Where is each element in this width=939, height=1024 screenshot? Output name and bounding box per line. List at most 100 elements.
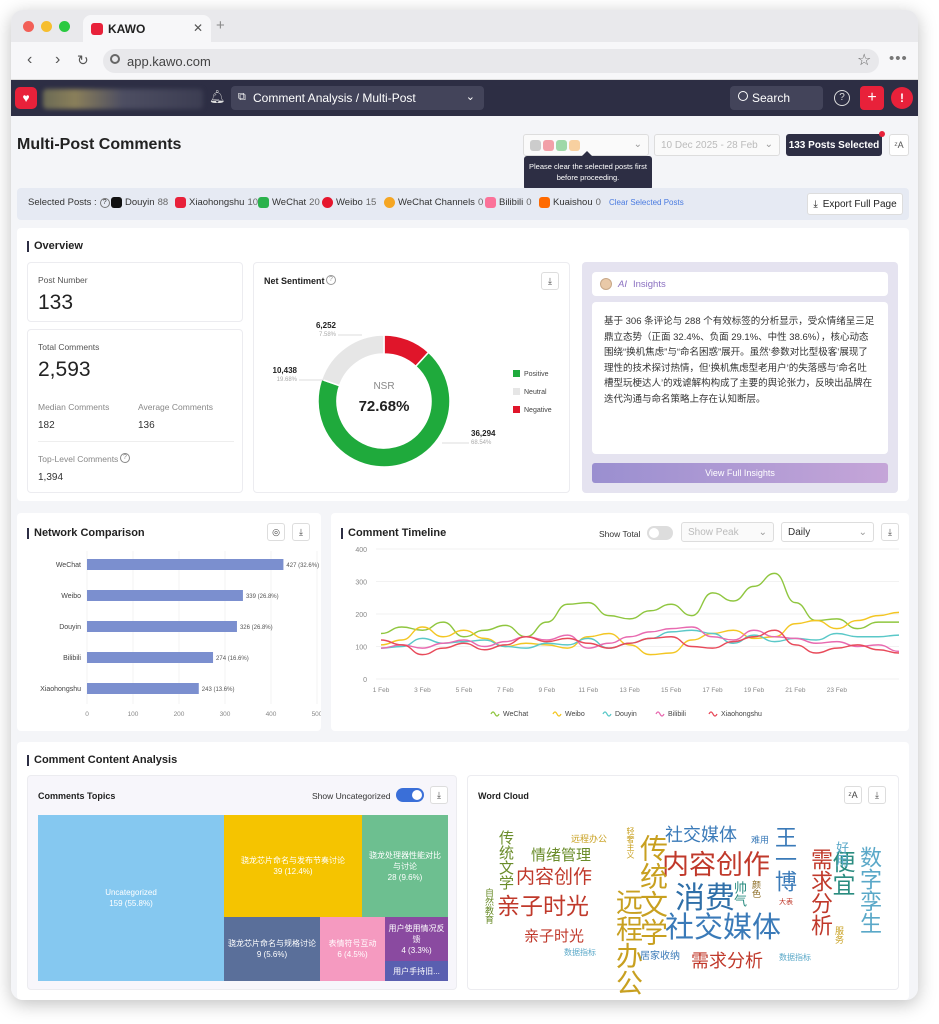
word-cloud-word[interactable]: 王一博 — [772, 826, 797, 892]
legend-swatch-bilibili — [655, 711, 665, 717]
treemap-cell[interactable]: 用户手持旧... — [385, 961, 448, 981]
word-cloud-word[interactable]: 内容创作 — [516, 867, 593, 888]
search-button[interactable]: Search — [730, 86, 823, 110]
interval-text: Daily — [788, 526, 811, 538]
word-cloud-word[interactable]: 颜色 — [751, 880, 761, 898]
word-cloud-word[interactable]: 远程办公 — [571, 834, 608, 844]
word-cloud-word[interactable]: 社交媒体 — [665, 825, 737, 845]
word-cloud-word[interactable]: 数字孪生 — [857, 846, 882, 934]
word-cloud-word[interactable]: 远程办公 — [612, 888, 642, 996]
show-peak-select[interactable]: Show Peak ⌄ — [681, 522, 774, 542]
word-cloud-word[interactable]: 自然教育 — [484, 888, 494, 924]
bell-icon[interactable]: 🔔︎ — [209, 89, 226, 104]
bar-bilibili — [87, 652, 214, 663]
show-total-toggle[interactable] — [647, 526, 673, 540]
url-field[interactable]: app.kawo.com — [103, 49, 879, 73]
module-breadcrumb[interactable]: ⧉ Comment Analysis / Multi-Post ⌄ — [231, 86, 484, 110]
word-cloud-word[interactable]: 传统文学 — [497, 830, 514, 890]
download-icon[interactable]: ⤓ — [292, 523, 310, 541]
create-button[interactable]: + — [860, 86, 884, 110]
word-cloud-word[interactable]: 难用 — [751, 835, 770, 845]
word-cloud-word[interactable]: 消费 — [675, 882, 735, 915]
back-icon[interactable]: ‹ — [27, 51, 33, 68]
comment-timeline-card: Comment Timeline Show Total Show Peak ⌄ D… — [331, 513, 909, 731]
new-tab-icon[interactable]: + — [216, 17, 225, 34]
show-uncategorized-toggle[interactable] — [396, 788, 424, 802]
word-cloud-word[interactable]: 帅气 — [732, 881, 747, 907]
help-icon[interactable]: ? — [99, 197, 110, 208]
date-range-picker[interactable]: 10 Dec 2025 - 28 Feb ⌄ — [654, 134, 780, 156]
help-icon[interactable]: ? — [834, 90, 850, 106]
word-cloud-word[interactable]: 亲子时光 — [524, 928, 585, 945]
translate-icon[interactable]: ᶻA — [844, 786, 862, 804]
word-cloud-word[interactable]: 居家收纳 — [640, 951, 680, 962]
platform-weibo[interactable]: Weibo 15 — [322, 197, 376, 208]
treemap-label: 表情符号互动 — [328, 939, 377, 948]
platform-wechat-channels[interactable]: WeChat Channels 0 — [384, 197, 483, 208]
download-icon[interactable]: ⤓ — [881, 523, 899, 541]
treemap-cell[interactable]: 骁龙芯片命名与发布节奏讨论 39 (12.4%) — [224, 815, 362, 917]
close-window-dot[interactable] — [23, 21, 34, 32]
workspace-switcher[interactable] — [43, 89, 203, 109]
translate-icon[interactable]: ᶻA — [889, 134, 909, 156]
view-full-insights-button[interactable]: View Full Insights — [592, 463, 888, 483]
content-analysis-title: Comment Content Analysis — [27, 755, 177, 766]
download-icon[interactable]: ⤓ — [868, 786, 886, 804]
word-cloud-word[interactable]: 传统文学 — [637, 834, 668, 946]
minimize-window-dot[interactable] — [41, 21, 52, 32]
word-cloud-word[interactable]: 需求分析 — [691, 951, 763, 971]
word-cloud-word[interactable]: 需求分析 — [808, 848, 833, 936]
posts-selected-button[interactable]: 133 Posts Selected — [786, 134, 882, 156]
treemap-cell[interactable]: 骁龙处理器性能对比与讨论 28 (9.6%) — [362, 815, 448, 917]
interval-select[interactable]: Daily ⌄ — [781, 522, 874, 542]
platform-kuaishou[interactable]: Kuaishou 0 — [539, 197, 601, 208]
platform-wechat[interactable]: WeChat 20 — [258, 197, 320, 208]
platform-name: Xiaohongshu — [189, 197, 245, 208]
word-cloud-word[interactable]: 便宜 — [829, 850, 855, 896]
download-icon[interactable]: ⤓ — [541, 272, 559, 290]
more-icon[interactable]: ••• — [889, 50, 908, 67]
browser-window: KAWO ✕ + ‹ › ↻ app.kawo.com ☆ ••• ♥ 🔔︎ ⧉… — [11, 10, 918, 1000]
settings-icon[interactable]: ◎ — [267, 523, 285, 541]
close-tab-icon[interactable]: ✕ — [192, 21, 203, 35]
douyin-icon — [530, 139, 541, 151]
treemap-label: 用户使用情况反馈 — [388, 923, 445, 944]
net-sentiment-card: Net Sentiment ? ⤓ NSR 72.68% 6,252 7.58% 1… — [253, 262, 570, 493]
word-cloud-word[interactable]: 数据指标 — [564, 948, 596, 957]
platform-name: WeChat Channels — [398, 197, 475, 208]
word-cloud-word[interactable]: 社交媒体 — [665, 912, 782, 944]
reload-icon[interactable]: ↻ — [77, 52, 89, 68]
word-cloud-word[interactable]: 轻奢主义 — [626, 827, 635, 859]
word-cloud-word[interactable]: 亲子时光 — [497, 893, 589, 919]
treemap-cell[interactable]: 骁龙芯片命名与规格讨论 9 (5.6%) — [224, 917, 320, 981]
legend-swatch-positive — [513, 370, 520, 377]
treemap-cell[interactable]: 表情符号互动 6 (4.5%) — [320, 917, 385, 981]
word-cloud-word[interactable]: 大表 — [779, 899, 793, 906]
alert-icon[interactable]: ! — [891, 87, 913, 109]
word-cloud-word[interactable]: 情绪管理 — [531, 847, 592, 864]
post-number-label: Post Number — [38, 275, 88, 285]
kawo-logo-icon[interactable]: ♥ — [15, 87, 37, 109]
browser-tab[interactable]: KAWO ✕ — [83, 15, 211, 42]
word-cloud-word[interactable]: 服务 — [834, 926, 844, 944]
download-icon[interactable]: ⤓ — [430, 786, 448, 804]
bookmark-star-icon[interactable]: ☆ — [857, 52, 872, 69]
chevron-down-icon: ⌄ — [858, 527, 867, 538]
platform-xiaohongshu[interactable]: Xiaohongshu 10 — [175, 197, 258, 208]
maximize-window-dot[interactable] — [59, 21, 70, 32]
help-icon[interactable]: ? — [120, 453, 130, 463]
export-full-page-button[interactable]: ⤓ Export Full Page — [807, 193, 903, 215]
word-cloud-word[interactable]: 数据指标 — [779, 953, 811, 962]
forward-icon[interactable]: › — [55, 51, 61, 68]
treemap-cell[interactable]: 用户使用情况反馈 4 (3.3%) — [385, 917, 448, 961]
word-cloud-word[interactable]: 好用 — [834, 841, 849, 867]
platform-douyin[interactable]: Douyin 88 — [111, 197, 168, 208]
help-icon[interactable]: ? — [326, 275, 336, 285]
donut-value-label: 10,438 — [273, 366, 298, 375]
word-cloud-word[interactable]: 内容创作 — [662, 850, 770, 880]
clear-selected-posts-link[interactable]: Clear Selected Posts — [609, 198, 684, 207]
network-comparison-title: Network Comparison — [27, 528, 145, 539]
treemap-cell[interactable]: Uncategorized 159 (55.8%) — [38, 815, 224, 981]
treemap-value: 28 (9.6%) — [387, 872, 423, 882]
platform-bilibili[interactable]: Bilibili 0 — [485, 197, 532, 208]
